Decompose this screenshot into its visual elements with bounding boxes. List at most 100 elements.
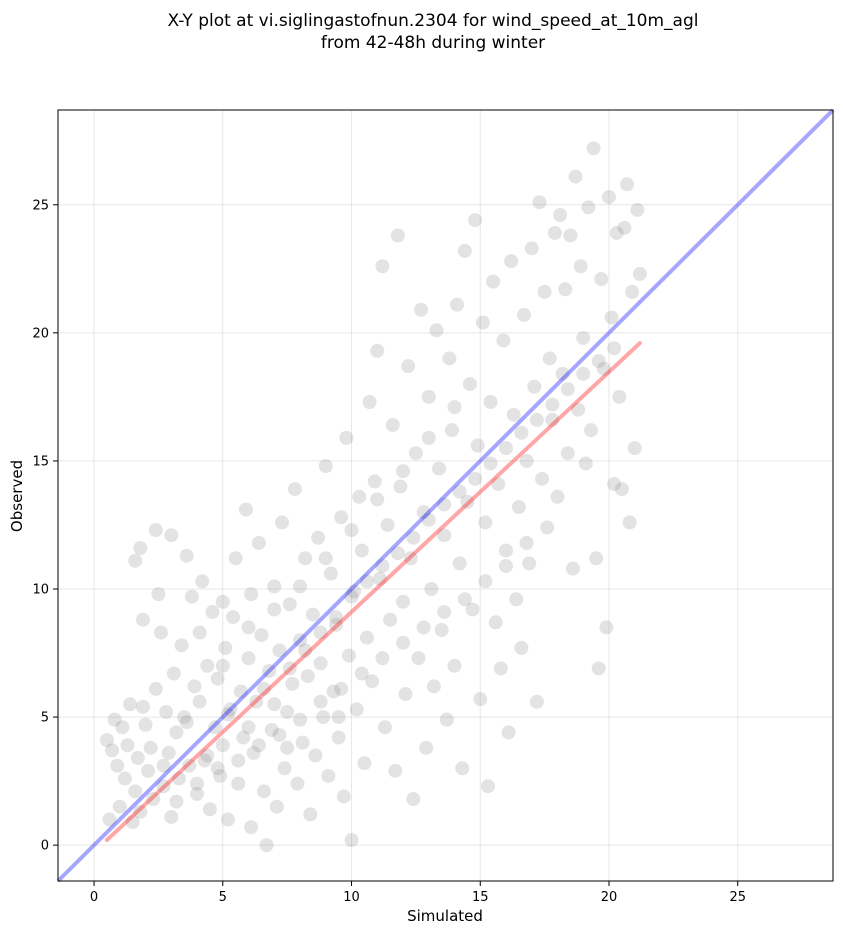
- data-point: [519, 453, 534, 468]
- data-point: [184, 589, 199, 604]
- x-tick-label: 25: [729, 890, 746, 905]
- data-point: [334, 681, 349, 696]
- data-point: [586, 141, 601, 156]
- data-point: [496, 333, 511, 348]
- data-point: [380, 517, 395, 532]
- data-point: [329, 610, 344, 625]
- data-point: [375, 558, 390, 573]
- data-point: [256, 681, 271, 696]
- data-point: [311, 530, 326, 545]
- data-point: [233, 684, 248, 699]
- data-point: [434, 622, 449, 637]
- data-point: [529, 412, 544, 427]
- data-point: [442, 351, 457, 366]
- chart-subtitle: from 42-48h during winter: [321, 33, 545, 53]
- data-point: [280, 704, 295, 719]
- data-point: [344, 589, 359, 604]
- data-point: [107, 712, 122, 727]
- data-point: [313, 656, 328, 671]
- data-point: [421, 512, 436, 527]
- data-point: [478, 515, 493, 530]
- data-point: [249, 694, 264, 709]
- data-point: [179, 548, 194, 563]
- data-point: [244, 587, 259, 602]
- data-point: [192, 694, 207, 709]
- data-point: [130, 751, 145, 766]
- data-point: [123, 697, 138, 712]
- y-tick-label: 10: [32, 582, 49, 597]
- data-point: [437, 528, 452, 543]
- data-point: [596, 361, 611, 376]
- data-point: [491, 476, 506, 491]
- y-axis-label: Observed: [8, 460, 26, 532]
- data-point: [336, 789, 351, 804]
- data-point: [241, 720, 256, 735]
- data-point: [246, 745, 261, 760]
- data-point: [105, 743, 120, 758]
- data-point: [354, 543, 369, 558]
- data-point: [468, 213, 483, 228]
- data-point: [166, 666, 181, 681]
- data-point: [287, 482, 302, 497]
- data-point: [620, 177, 635, 192]
- data-point: [416, 620, 431, 635]
- x-axis-ticks: 0 5 10 15 20 25: [90, 881, 746, 905]
- data-point: [231, 753, 246, 768]
- data-point: [172, 771, 187, 786]
- data-point: [110, 758, 125, 773]
- data-point: [560, 446, 575, 461]
- data-point: [416, 505, 431, 520]
- data-point: [599, 620, 614, 635]
- data-point: [156, 779, 171, 794]
- data-point: [460, 494, 475, 509]
- data-point: [426, 679, 441, 694]
- data-point: [359, 630, 374, 645]
- data-point: [344, 833, 359, 848]
- data-point: [576, 366, 591, 381]
- data-point: [509, 592, 524, 607]
- data-point: [630, 202, 645, 217]
- data-point: [583, 423, 598, 438]
- data-point: [524, 241, 539, 256]
- data-point: [267, 697, 282, 712]
- data-point: [457, 592, 472, 607]
- data-point: [215, 738, 230, 753]
- data-point: [267, 602, 282, 617]
- data-point: [612, 389, 627, 404]
- data-point: [161, 745, 176, 760]
- data-point: [151, 587, 166, 602]
- data-point: [625, 284, 640, 299]
- x-tick-label: 20: [601, 890, 618, 905]
- y-tick-label: 15: [32, 454, 49, 469]
- data-point: [256, 784, 271, 799]
- data-point: [558, 282, 573, 297]
- data-point: [192, 625, 207, 640]
- data-point: [295, 735, 310, 750]
- data-point: [272, 643, 287, 658]
- data-point: [329, 617, 344, 632]
- fit-line: [104, 341, 642, 843]
- data-point: [401, 359, 416, 374]
- data-point: [164, 809, 179, 824]
- data-point: [581, 200, 596, 215]
- data-point: [568, 169, 583, 184]
- data-point: [169, 725, 184, 740]
- data-point: [470, 438, 485, 453]
- data-point: [308, 748, 323, 763]
- data-point: [303, 807, 318, 822]
- data-point: [483, 456, 498, 471]
- data-point: [298, 551, 313, 566]
- data-point: [432, 461, 447, 476]
- data-point: [215, 658, 230, 673]
- data-point: [594, 272, 609, 287]
- data-point: [226, 610, 241, 625]
- data-point: [452, 484, 467, 499]
- chart-title: X-Y plot at vi.siglingastofnun.2304 for …: [167, 11, 698, 31]
- data-point: [282, 661, 297, 676]
- data-point: [285, 676, 300, 691]
- data-point: [522, 556, 537, 571]
- data-point: [632, 266, 647, 281]
- data-point: [220, 812, 235, 827]
- data-point: [452, 556, 467, 571]
- data-point: [251, 738, 266, 753]
